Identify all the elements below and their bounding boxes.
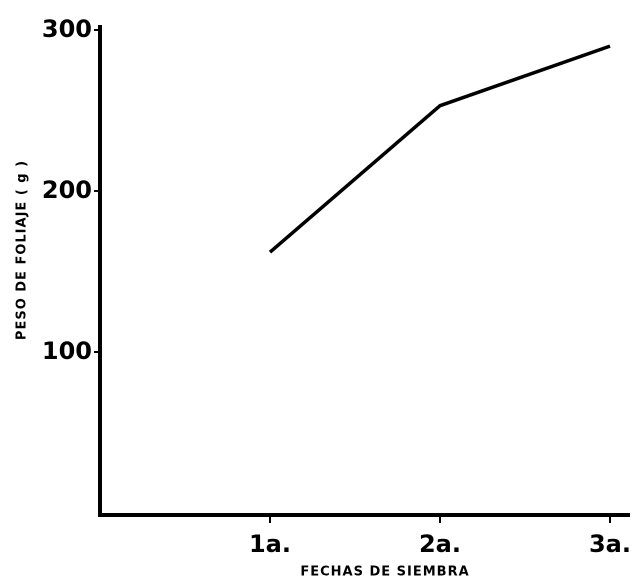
series-line <box>268 44 611 254</box>
y-tick-label: 200 <box>42 176 92 204</box>
y-axis-label: PESO DE FOLIAJE ( g ) <box>15 160 30 340</box>
x-tick-label: 1a. <box>249 530 291 558</box>
x-tick-label: 3a. <box>589 530 631 558</box>
x-axis-label: FECHAS DE SIEMBRA <box>300 565 469 580</box>
x-tick-label: 2a. <box>419 530 461 558</box>
y-tick-label: 300 <box>42 15 92 43</box>
y-tick-label: 100 <box>42 337 92 365</box>
